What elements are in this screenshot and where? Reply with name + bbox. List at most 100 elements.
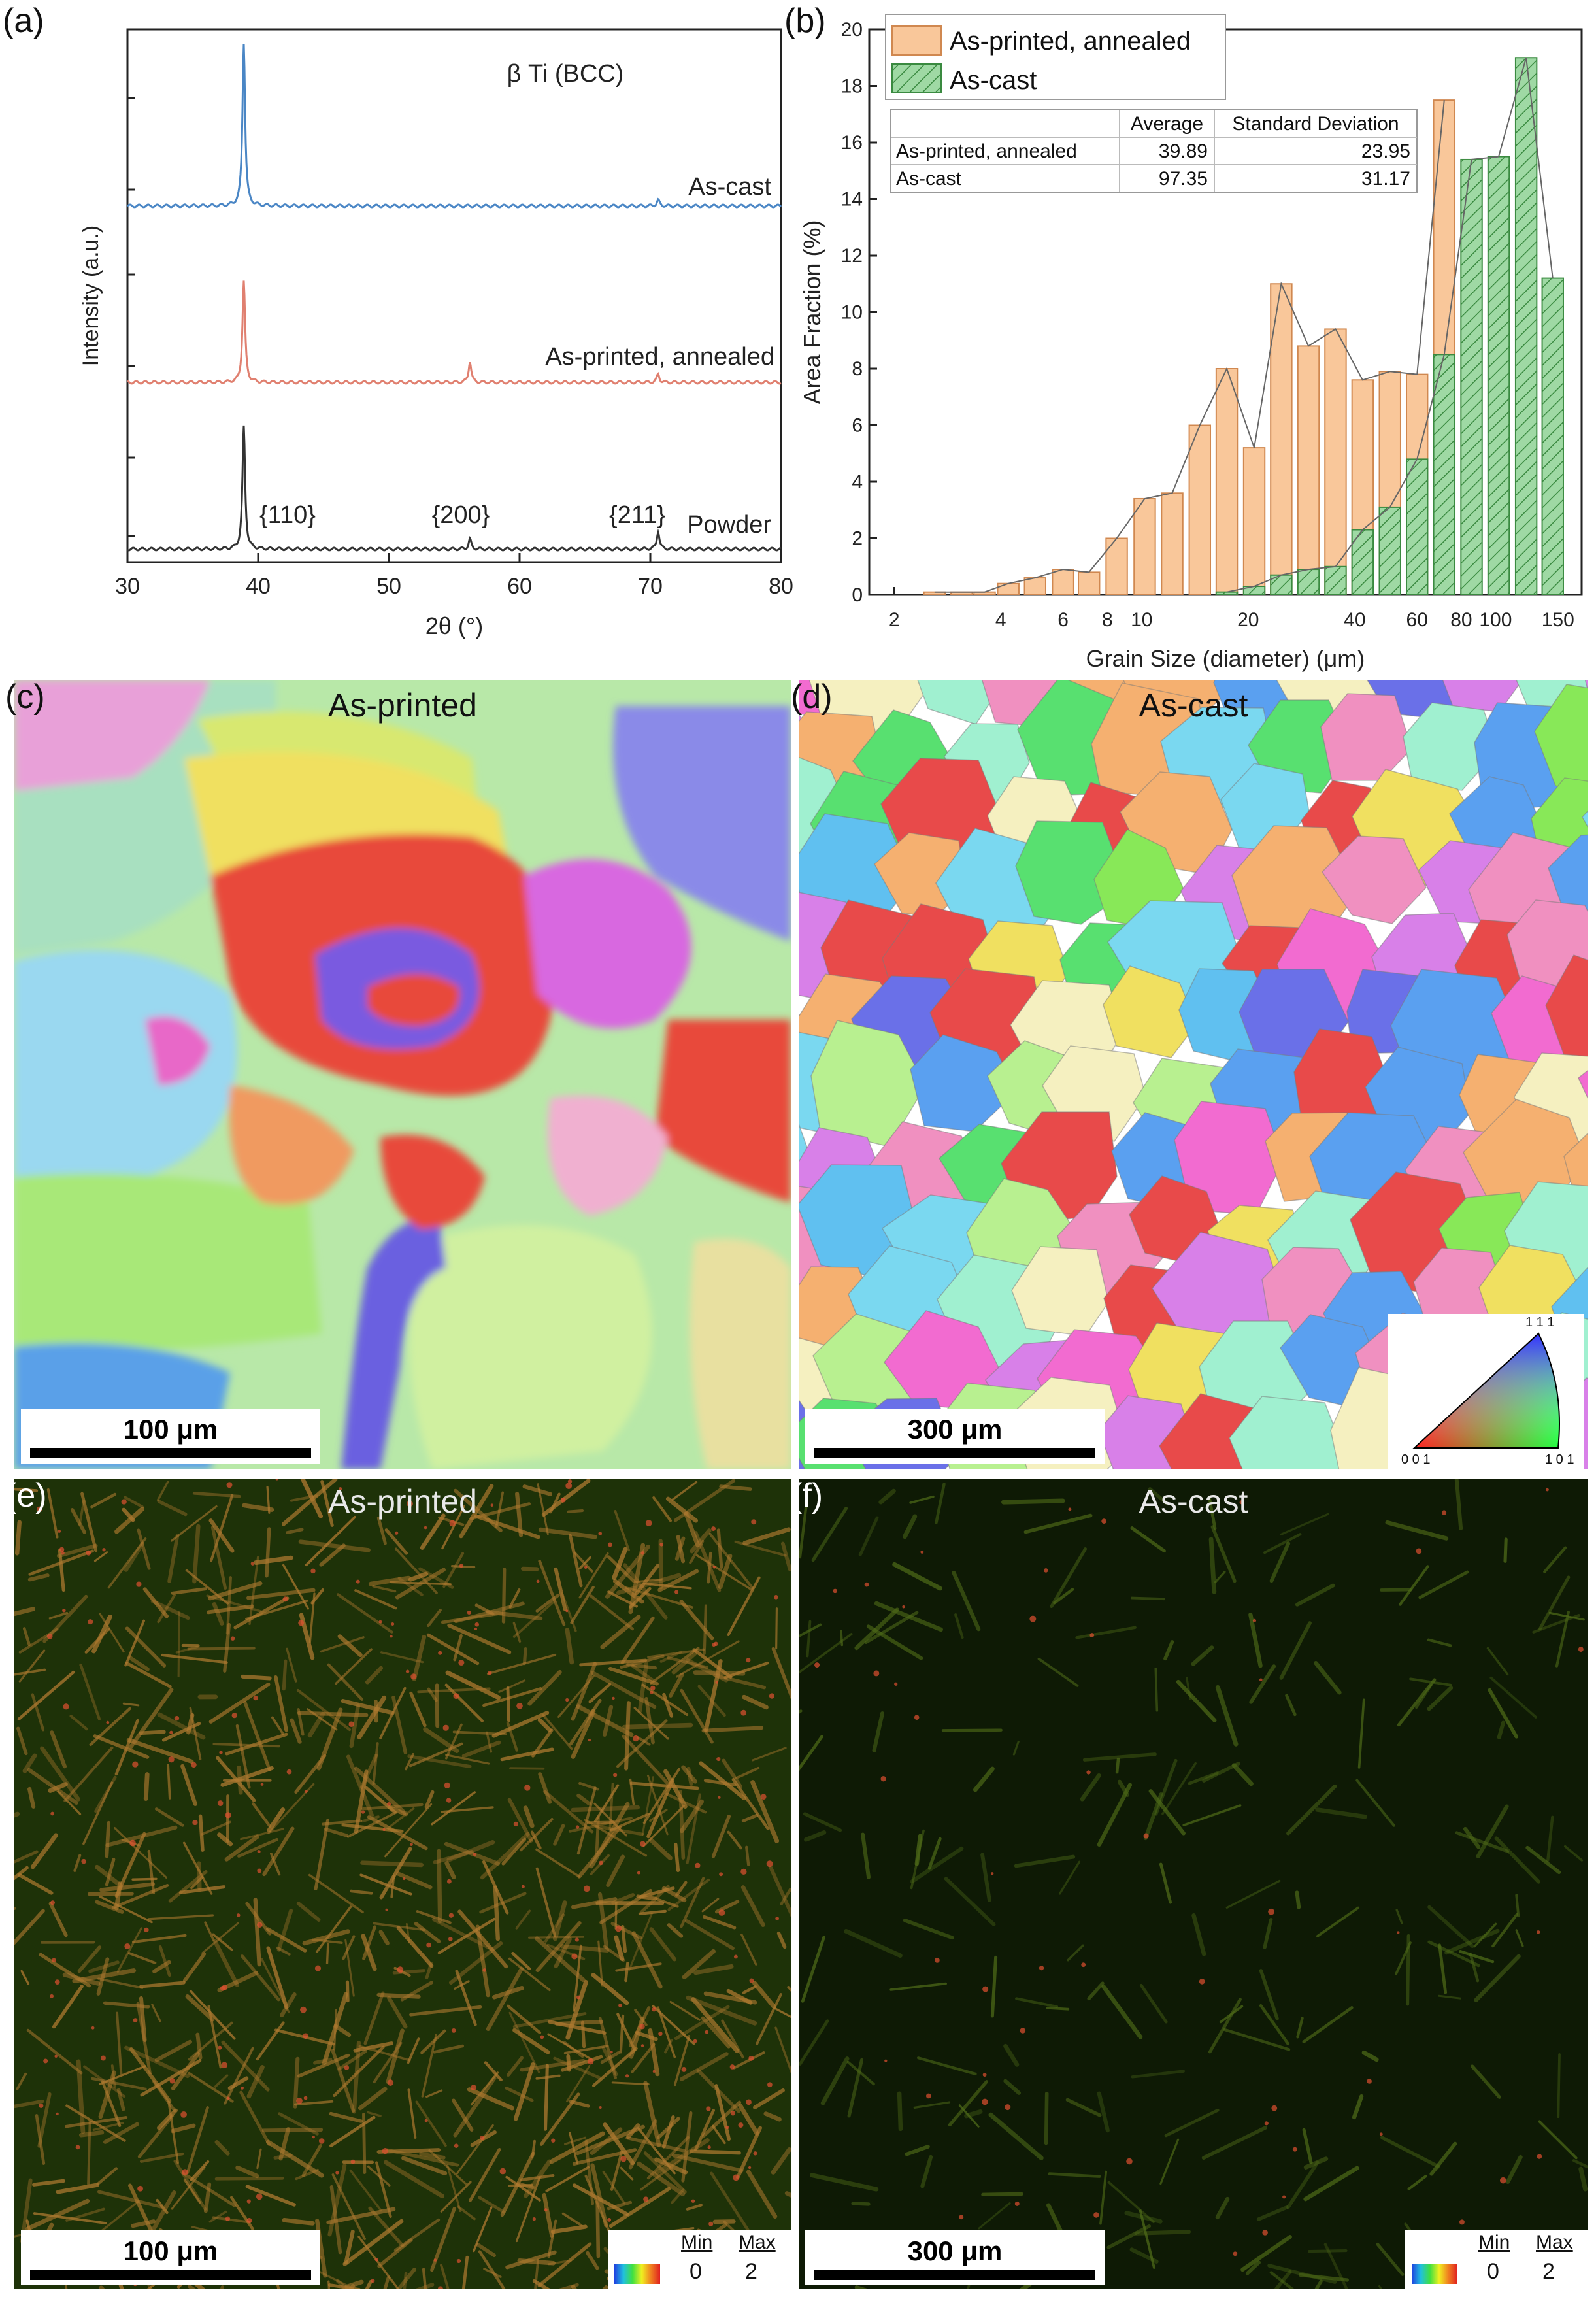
kam-feature bbox=[358, 2045, 411, 2062]
kam-feature bbox=[712, 2124, 726, 2145]
kam-hotspot bbox=[473, 1852, 477, 1856]
kam-feature bbox=[508, 1588, 521, 1609]
kam-hotspot bbox=[625, 2074, 629, 2078]
kam-hotspot bbox=[775, 1917, 779, 1920]
kam-feature bbox=[18, 1649, 46, 1683]
kam-hotspot bbox=[371, 2279, 375, 2283]
kam-hotspot bbox=[474, 1627, 477, 1630]
kam-feature bbox=[128, 1687, 174, 1750]
kam-feature bbox=[171, 2123, 196, 2134]
kam-hotspot bbox=[59, 1547, 65, 1552]
kam-hotspot bbox=[1367, 2079, 1372, 2084]
kam-feature bbox=[327, 1663, 364, 1701]
kam-feature bbox=[774, 2007, 791, 2019]
x-tick-label: 150 bbox=[1542, 609, 1574, 631]
kam-feature bbox=[1503, 1537, 1508, 1563]
kam-hotspot bbox=[275, 1479, 278, 1481]
histogram-bar bbox=[1297, 345, 1320, 596]
kam-hotspot bbox=[513, 1821, 518, 1827]
kam-hotspot bbox=[458, 1660, 465, 1666]
kam-feature bbox=[246, 1588, 316, 1600]
kam-feature bbox=[365, 1666, 384, 1685]
kam-feature bbox=[111, 1884, 169, 1909]
kam-feature bbox=[1357, 1698, 1365, 1769]
kam-feature bbox=[395, 1547, 438, 1594]
kam-feature bbox=[192, 1524, 201, 1584]
kam-feature bbox=[346, 1754, 374, 1818]
kam-feature bbox=[122, 1702, 140, 1707]
scale-bar-label: 100 μm bbox=[123, 1414, 218, 1445]
kam-feature bbox=[208, 2210, 227, 2223]
kam-feature bbox=[667, 1923, 684, 1938]
scale-bar-line bbox=[30, 1448, 311, 1458]
kam-feature bbox=[298, 1539, 371, 1552]
kam-feature bbox=[776, 1931, 787, 1949]
kam-feature bbox=[1231, 1763, 1254, 1786]
kam-hotspot bbox=[753, 2151, 757, 2156]
kam-hotspot bbox=[62, 1609, 66, 1613]
kam-feature bbox=[507, 2004, 542, 2034]
grain bbox=[1229, 1396, 1352, 1469]
kam-hotspot bbox=[124, 1943, 131, 1949]
kam-feature bbox=[90, 1492, 117, 1509]
kam-feature bbox=[1106, 2224, 1152, 2249]
kam-feature bbox=[245, 1902, 272, 1936]
kam-feature bbox=[780, 1887, 791, 1906]
kam-hotspot bbox=[444, 1782, 450, 1788]
kam-feature bbox=[1269, 2271, 1295, 2289]
kam-feature bbox=[513, 2062, 535, 2121]
kam-feature bbox=[128, 1656, 150, 1671]
kam-feature bbox=[405, 1752, 414, 1771]
kam-feature bbox=[354, 1769, 369, 1834]
kam-feature bbox=[114, 1881, 123, 1911]
histogram-bar bbox=[1215, 368, 1239, 595]
kam-hotspot bbox=[565, 1483, 573, 1489]
kam-feature bbox=[727, 1576, 761, 1636]
kam-feature bbox=[56, 2183, 99, 2194]
kam-feature bbox=[560, 1944, 610, 1953]
kam-feature bbox=[56, 1543, 98, 1558]
kam-feature bbox=[547, 2033, 593, 2061]
kam-feature bbox=[302, 1929, 350, 1946]
kam-feature bbox=[1385, 1520, 1449, 1541]
kam-feature bbox=[63, 1746, 114, 1802]
kam-hotspot bbox=[52, 1958, 56, 1963]
kam-feature bbox=[1130, 1596, 1165, 1601]
kam-feature bbox=[544, 1913, 565, 1943]
kam-feature bbox=[129, 2047, 172, 2104]
kam-feature bbox=[14, 1850, 39, 1864]
kam-feature bbox=[1298, 2273, 1349, 2282]
kam-feature bbox=[673, 2035, 691, 2087]
kam-feature bbox=[224, 2047, 254, 2105]
kam-feature bbox=[553, 2056, 601, 2080]
kam-hotspot bbox=[1039, 1966, 1044, 1971]
kam-feature bbox=[383, 2160, 445, 2199]
kam-feature bbox=[1407, 2175, 1427, 2190]
kam-feature bbox=[1376, 2242, 1405, 2276]
kam-hotspot bbox=[488, 1671, 492, 1675]
x-axis-label: 2θ (°) bbox=[425, 612, 483, 639]
kam-hotspot bbox=[348, 1721, 354, 1727]
kam-feature bbox=[1494, 1836, 1541, 1884]
kam-hotspot bbox=[43, 2058, 48, 2064]
kam-feature bbox=[746, 2170, 778, 2219]
kam-feature bbox=[565, 1628, 574, 1665]
kam-hotspot bbox=[387, 1802, 391, 1806]
kam-feature bbox=[810, 2173, 879, 2192]
kam-hotspot bbox=[681, 2067, 687, 2072]
kam-feature bbox=[125, 1662, 172, 1688]
kam-feature bbox=[535, 1848, 580, 1878]
kam-feature bbox=[214, 2140, 230, 2156]
kam-hotspot bbox=[640, 1841, 646, 1847]
kam-hotspot bbox=[253, 1695, 258, 1701]
kam-feature bbox=[157, 1594, 176, 1624]
kam-feature bbox=[285, 1528, 304, 1535]
kam-feature bbox=[1015, 1997, 1059, 2008]
kam-feature bbox=[492, 1985, 524, 2000]
kam-hotspot bbox=[610, 2051, 613, 2054]
kam-feature bbox=[152, 1960, 171, 1973]
kam-feature bbox=[344, 1939, 355, 1997]
kam-feature bbox=[662, 1692, 674, 1718]
kam-feature bbox=[124, 2045, 190, 2079]
kam-feature bbox=[253, 1898, 261, 1967]
